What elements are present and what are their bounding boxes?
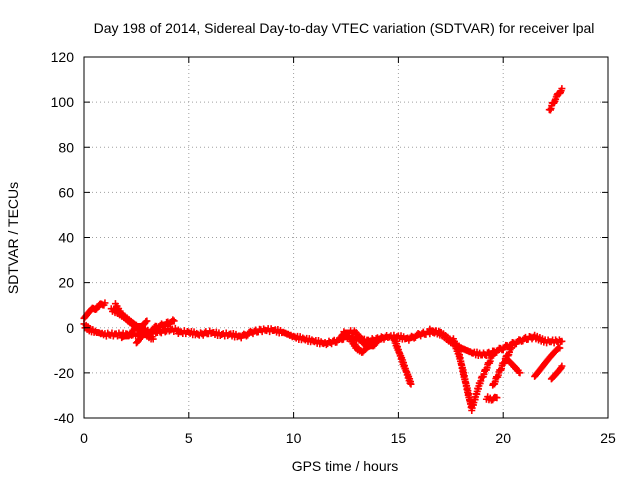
data-point	[407, 380, 415, 388]
y-tick-label: 20	[58, 275, 74, 291]
axis-ticks	[83, 56, 609, 419]
data-point	[489, 351, 497, 359]
data-point	[160, 322, 168, 330]
y-tick-label: -20	[54, 365, 74, 381]
x-tick-label: 25	[600, 430, 616, 446]
series-arc-13	[482, 393, 501, 404]
data-point	[516, 369, 524, 377]
data-point	[143, 317, 151, 325]
data-point	[149, 335, 157, 343]
chart-title: Day 198 of 2014, Sidereal Day-to-day VTE…	[94, 20, 595, 36]
data-point	[508, 344, 516, 352]
x-tick-label: 20	[495, 430, 511, 446]
series-arc-6	[118, 317, 151, 342]
y-tick-label: 80	[58, 139, 74, 155]
x-tick-label: 10	[286, 430, 302, 446]
x-tick-label: 15	[391, 430, 407, 446]
series-arc-17	[547, 362, 566, 383]
y-tick-label: 100	[51, 94, 75, 110]
data-point	[493, 394, 501, 402]
y-tick-label: 60	[58, 184, 74, 200]
data-point	[558, 85, 566, 93]
series-arc-18	[545, 85, 566, 114]
y-tick-label: -40	[54, 410, 74, 426]
data-points	[80, 85, 566, 415]
series-arc-16	[531, 344, 564, 380]
x-tick-label: 0	[80, 430, 88, 446]
series-arc-10	[390, 335, 415, 388]
x-axis-label: GPS time / hours	[292, 458, 399, 474]
data-point	[378, 335, 386, 343]
data-point	[170, 317, 178, 325]
data-point	[101, 299, 109, 307]
series-arc-12	[449, 335, 497, 415]
y-tick-label: 0	[66, 320, 74, 336]
x-tick-label: 5	[185, 430, 193, 446]
data-point	[558, 337, 566, 345]
y-axis-label: SDTVAR / TECUs	[5, 182, 21, 294]
data-point	[556, 344, 564, 352]
data-point	[558, 362, 566, 370]
y-tick-label: 120	[51, 49, 75, 65]
series-arc-5	[132, 316, 178, 347]
y-tick-label: 40	[58, 230, 74, 246]
series-arc-9	[340, 328, 386, 356]
series-arc-15	[503, 355, 524, 377]
series-arc-14	[489, 344, 516, 389]
data-point	[322, 341, 330, 349]
data-point	[169, 316, 177, 324]
